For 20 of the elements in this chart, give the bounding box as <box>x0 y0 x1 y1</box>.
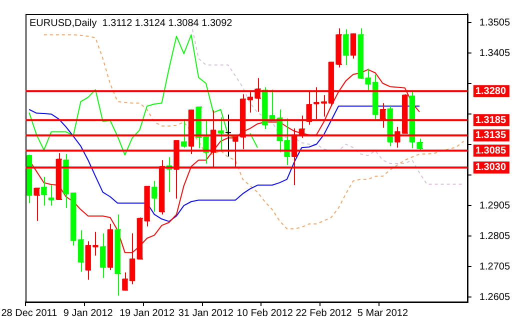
chart-title: EURUSD,Daily 1.3112 1.3124 1.3084 1.3092 <box>30 18 233 29</box>
x-tick-label: 31 Jan 2012 <box>178 308 234 319</box>
y-tick-label: 1.3505 <box>479 17 510 28</box>
ref-line-label: 1.3030 <box>475 162 506 174</box>
x-tick-label: 10 Feb 2012 <box>236 308 294 319</box>
ref-line-label: 1.3085 <box>475 145 506 156</box>
ref-line-label: 1.3135 <box>475 130 506 142</box>
x-tick-label: 19 Jan 2012 <box>119 308 175 319</box>
x-tick-label: 5 Mar 2012 <box>357 308 408 319</box>
line-series <box>43 34 464 230</box>
y-tick-label: 1.2705 <box>479 261 510 272</box>
x-tick-label: 22 Feb 2012 <box>296 308 352 319</box>
y-tick-label: 1.2905 <box>479 200 510 212</box>
ref-line-label: 1.3280 <box>475 86 506 97</box>
y-tick-label: 1.2805 <box>479 230 510 242</box>
y-tick-label: 1.2605 <box>479 292 510 303</box>
ref-line-label: 1.3185 <box>475 114 506 126</box>
y-tick-label: 1.3405 <box>479 48 510 59</box>
x-tick-label: 9 Jan 2012 <box>63 308 114 319</box>
x-tick-label: 28 Dec 2011 <box>1 308 58 319</box>
